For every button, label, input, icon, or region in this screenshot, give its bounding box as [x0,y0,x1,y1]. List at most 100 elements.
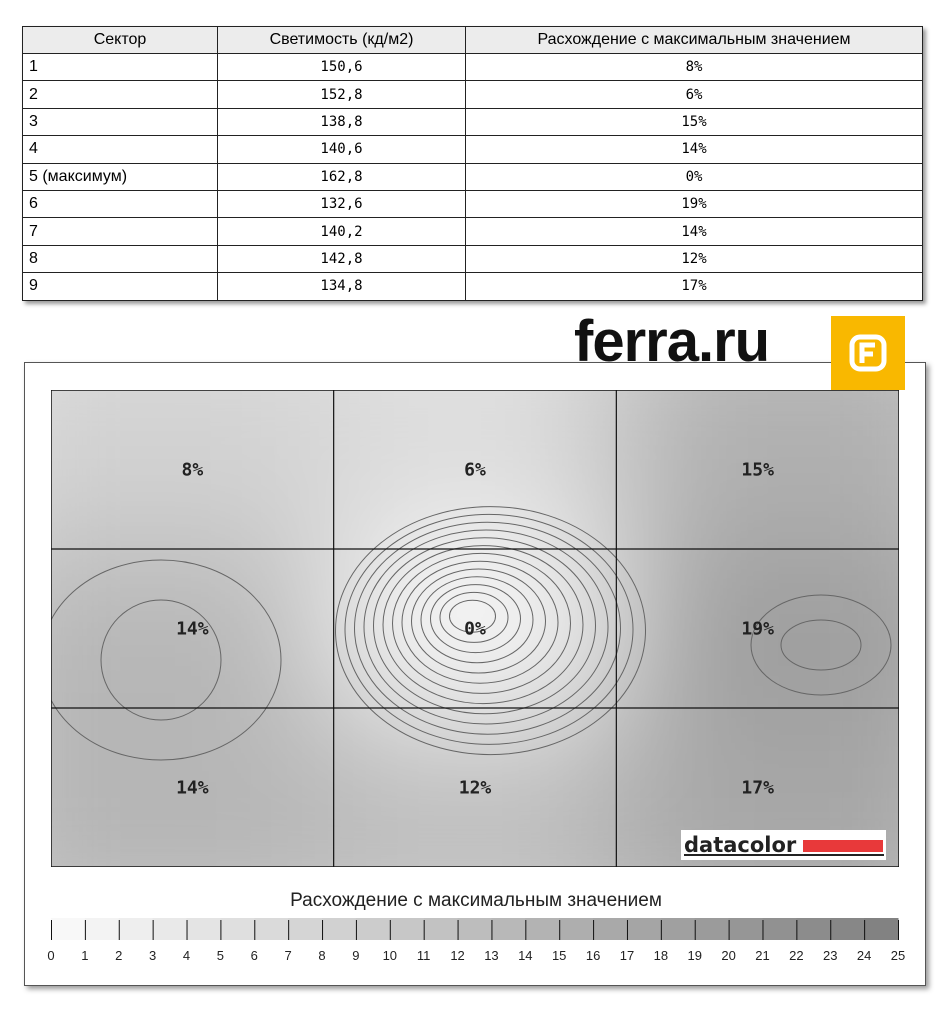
legend-tick-label: 0 [47,948,54,963]
legend-swatch [84,918,120,940]
cell-deviation: 6% [465,80,923,109]
contour-line [100,599,222,721]
cell-label: 12% [459,778,492,799]
contour-line [373,537,596,715]
legend-tick-label: 2 [115,948,122,963]
cell-label: 19% [741,619,774,640]
legend-swatch [220,918,255,940]
legend-tick-label: 21 [755,948,769,963]
cell-luminance: 138,8 [217,107,466,137]
cell-deviation: 8% [465,52,923,82]
legend-swatch [525,918,560,940]
legend-tick-label: 24 [857,948,871,963]
legend-swatch [288,918,323,940]
cell-sector: 4 [22,135,218,164]
legend-swatch [423,918,459,940]
cell-deviation: 14% [465,217,923,246]
legend-tick-label: 14 [518,948,532,963]
cell-deviation: 0% [465,162,923,191]
heatmap-cell [51,708,334,867]
cell-deviation: 12% [465,244,923,274]
legend-swatch [51,918,86,940]
legend-swatch [559,918,594,940]
legend-swatch [186,918,221,940]
legend-tick-label: 7 [285,948,292,963]
contour-line [382,545,584,705]
contour-line [411,568,546,674]
legend-tick-label: 8 [318,948,325,963]
table-row: 5 (максимум) 162,8 0% [22,162,923,191]
legend-swatch [254,918,289,940]
cell-luminance: 142,8 [217,244,466,274]
legend-tick-label: 20 [721,948,735,963]
contour-line [780,619,862,671]
legend-tick-label: 11 [417,948,431,963]
legend-swatch [864,918,899,940]
legend-title: Расхождение с максимальным значением [290,890,662,911]
cell-luminance: 134,8 [217,272,466,301]
legend-tick-label: 13 [484,948,498,963]
svg-text:datacolor: datacolor [684,833,797,857]
cell-luminance: 150,6 [217,52,466,82]
cell-sector: 7 [22,217,218,246]
table-row: 7 140,2 14% [22,217,923,246]
header-deviation: Расхождение с максимальным значением [465,26,923,54]
legend-swatch [830,918,865,940]
legend-tick-label: 9 [352,948,359,963]
datacolor-logo: datacolor [681,830,886,860]
cell-label: 14% [176,778,209,799]
cell-deviation: 17% [465,272,923,301]
legend-swatch [491,918,526,940]
contour-line [420,576,534,664]
heatmap-cell [51,549,334,708]
cell-sector: 5 (максимум) [22,162,218,191]
uniformity-heatmap: 8% 6% 15% 14% 0% 19% 14% 12% 17% datacolor [51,390,899,867]
legend-tick-label: 5 [217,948,224,963]
legend-swatch [626,918,662,940]
heatmap-cell [333,708,617,867]
ferra-logo: ferra.ru [574,309,770,374]
contour-line [449,599,496,633]
legend-tick-label: 17 [620,948,634,963]
cell-label: 17% [741,778,774,799]
contour-line [344,513,634,745]
legend-swatch [796,918,831,940]
legend-tick-label: 4 [183,948,190,963]
legend-swatch [355,918,391,940]
luminance-table: Сектор Светимость (кд/м2) Расхождение с … [22,26,923,301]
cell-luminance: 162,8 [217,162,466,191]
cell-label: 6% [464,460,486,481]
cell-label: 14% [176,619,209,640]
legend-swatch [118,918,154,940]
legend-scale: 0 1 2 3 4 5 6 7 8 9 10 11 12 13 14 15 16 17 18 19 20 21 22 23 24… [47,918,905,963]
table-row: 3 138,8 15% [22,107,923,137]
cell-luminance: 140,6 [217,135,466,164]
heatmap-cell [51,390,334,549]
table-row: 4 140,6 14% [22,135,923,164]
legend-tick-label: 25 [891,948,905,963]
legend-swatch [389,918,425,940]
legend-swatch [152,918,188,940]
legend-tick-label: 15 [552,948,566,963]
cell-label: 15% [741,460,774,481]
legend-tick-label: 1 [81,948,88,963]
cell-sector: 8 [22,244,218,274]
legend-swatch [728,918,763,940]
contour-line [392,552,571,694]
legend-tick-label: 3 [149,948,156,963]
header-sector: Сектор [22,26,218,54]
cell-deviation: 19% [465,189,923,219]
legend-swatch [694,918,730,940]
header-luminance: Светимость (кд/м2) [217,26,466,54]
legend-swatch [762,918,797,940]
cell-sector: 9 [22,272,218,301]
cell-deviation: 15% [465,107,923,137]
legend-tick-label: 6 [251,948,258,963]
cell-sector: 1 [22,52,218,82]
contour-line [750,594,892,696]
legend-tick-label: 10 [383,948,397,963]
legend-tick-label: 19 [687,948,701,963]
cell-luminance: 132,6 [217,189,466,219]
contour-line [439,591,509,643]
heatmap-cell [616,390,899,549]
